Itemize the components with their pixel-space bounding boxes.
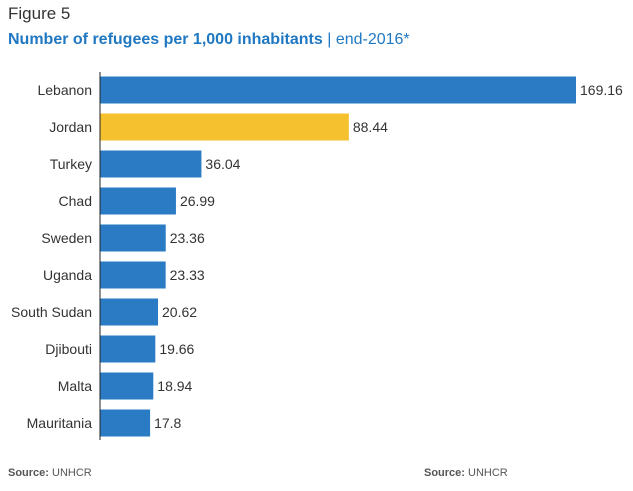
source-note-right: Source: UNHCR bbox=[424, 467, 508, 479]
value-label-turkey: 36.04 bbox=[205, 156, 240, 172]
source-right-value: UNHCR bbox=[468, 467, 508, 479]
bar-uganda bbox=[100, 261, 166, 289]
value-label-mauritania: 17.8 bbox=[154, 415, 181, 431]
source-note: Source: UNHCR bbox=[8, 467, 92, 479]
bar-sweden bbox=[100, 224, 166, 252]
chart-title: Number of refugees per 1,000 inhabitants… bbox=[8, 31, 410, 49]
category-label-turkey: Turkey bbox=[50, 156, 92, 172]
bar-turkey bbox=[100, 150, 202, 178]
chart-title-subtitle: end-2016* bbox=[335, 31, 410, 48]
bar-djibouti bbox=[100, 335, 156, 363]
chart-title-main: Number of refugees per 1,000 inhabitants bbox=[8, 31, 323, 48]
bar-lebanon bbox=[100, 76, 576, 104]
source-right-label: Source: bbox=[424, 467, 465, 479]
category-label-jordan: Jordan bbox=[49, 119, 92, 135]
category-label-sweden: Sweden bbox=[41, 230, 92, 246]
value-label-jordan: 88.44 bbox=[353, 119, 388, 135]
value-label-sweden: 23.36 bbox=[170, 230, 205, 246]
bar-chad bbox=[100, 187, 176, 215]
category-label-uganda: Uganda bbox=[43, 267, 92, 283]
source-value: UNHCR bbox=[52, 467, 92, 479]
bar-south-sudan bbox=[100, 298, 159, 326]
value-label-malta: 18.94 bbox=[157, 378, 192, 394]
source-label: Source: bbox=[8, 467, 49, 479]
category-label-chad: Chad bbox=[59, 193, 92, 209]
category-label-malta: Malta bbox=[58, 378, 92, 394]
bar-mauritania bbox=[100, 409, 151, 437]
bar-malta bbox=[100, 372, 154, 400]
value-label-lebanon: 169.16 bbox=[580, 82, 623, 98]
category-label-south-sudan: South Sudan bbox=[11, 304, 92, 320]
bars-layer: Lebanon 169.16 Jordan 88.44 Turkey 36.04 Chad 2… bbox=[11, 76, 623, 437]
value-label-chad: 26.99 bbox=[180, 193, 215, 209]
category-label-mauritania: Mauritania bbox=[27, 415, 93, 431]
chart-title-separator: | bbox=[327, 31, 332, 48]
value-label-djibouti: 19.66 bbox=[159, 341, 194, 357]
bar-jordan bbox=[100, 113, 349, 141]
value-label-south-sudan: 20.62 bbox=[162, 304, 197, 320]
value-label-uganda: 23.33 bbox=[170, 267, 205, 283]
figure-label: Figure 5 bbox=[8, 4, 71, 23]
category-label-djibouti: Djibouti bbox=[45, 341, 92, 357]
category-label-lebanon: Lebanon bbox=[37, 82, 92, 98]
